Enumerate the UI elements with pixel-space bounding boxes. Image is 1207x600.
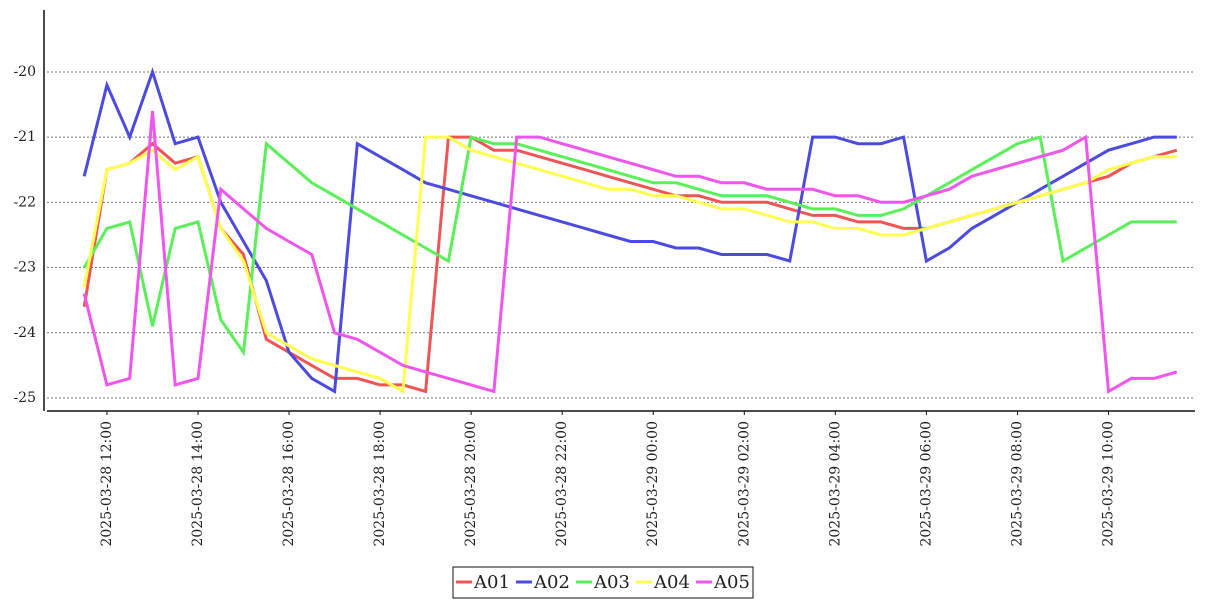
x-tick-label: 2025-03-28 16:00 [281, 421, 297, 547]
x-tick-label: 2025-03-29 08:00 [1009, 421, 1025, 547]
x-tick-label: 2025-03-28 20:00 [463, 421, 479, 547]
y-tick-label: -22 [13, 194, 36, 210]
x-tick-label: 2025-03-29 04:00 [827, 421, 843, 547]
x-tick-label: 2025-03-29 02:00 [736, 421, 752, 547]
x-tick-label: 2025-03-29 00:00 [645, 421, 661, 547]
series-line [82, 67, 1177, 394]
y-tick-label: -25 [13, 390, 36, 406]
legend-label: A03 [593, 572, 630, 593]
x-tick-label: 2025-03-28 18:00 [372, 421, 388, 547]
x-tick-label: 2025-03-28 14:00 [190, 421, 206, 547]
x-tick-label: 2025-03-29 10:00 [1101, 421, 1117, 547]
legend-label: A04 [653, 572, 690, 593]
y-tick-label: -20 [13, 64, 36, 80]
legend-label: A05 [713, 572, 750, 593]
y-tick-label: -21 [13, 129, 36, 145]
y-tick-label: -24 [13, 325, 36, 341]
legend-label: A02 [533, 572, 570, 593]
series-line [82, 135, 1177, 394]
series-line [82, 110, 1178, 394]
x-tick-label: 2025-03-29 06:00 [918, 421, 934, 547]
x-tick-label: 2025-03-28 12:00 [99, 421, 115, 547]
y-tick-label: -23 [13, 260, 36, 276]
x-tick-label: 2025-03-28 22:00 [554, 421, 570, 547]
series-line [82, 135, 1177, 357]
legend-label: A01 [473, 572, 510, 593]
